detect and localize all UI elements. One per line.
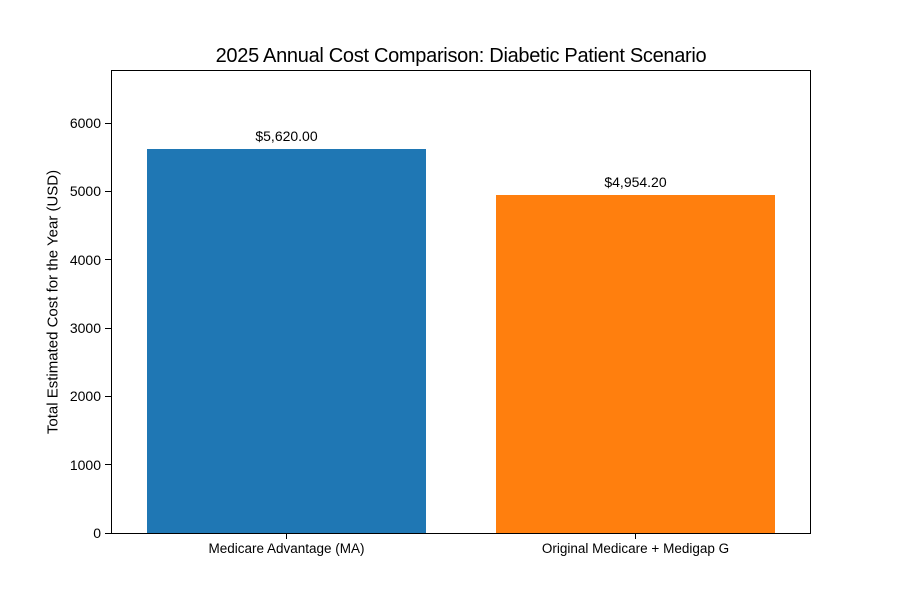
y-tick-label: 6000 [69,115,101,132]
x-tick-label: Original Medicare + Medigap G [541,541,730,556]
bar-value-label: $5,620.00 [255,128,318,145]
y-tick-label: 5000 [69,183,101,200]
y-axis-label: Total Estimated Cost for the Year (USD) [44,169,62,435]
y-tick-label: 0 [93,525,101,541]
y-tick-mark [105,464,111,466]
bar [495,194,776,533]
x-tick-label: Medicare Advantage (MA) [208,541,365,556]
y-tick-mark [105,190,111,192]
y-tick-label: 1000 [69,456,101,473]
y-tick-mark [105,327,111,329]
y-tick-label: 2000 [69,388,101,405]
x-tick-mark [635,533,636,539]
y-tick-label: 4000 [69,251,101,268]
bar-value-label: $4,954.20 [604,173,667,190]
y-tick-label: 3000 [69,320,101,337]
y-tick-mark [105,532,111,534]
y-tick-mark [105,259,111,261]
y-tick-mark [105,122,111,124]
chart-title: 2025 Annual Cost Comparison: Diabetic Pa… [215,45,707,67]
plot-area: 0 1000 2000 3000 4000 5000 6000 $5,620.00 Medica… [70,70,811,556]
y-tick-mark [105,395,111,397]
bar [146,149,427,533]
x-tick-mark [286,533,287,539]
